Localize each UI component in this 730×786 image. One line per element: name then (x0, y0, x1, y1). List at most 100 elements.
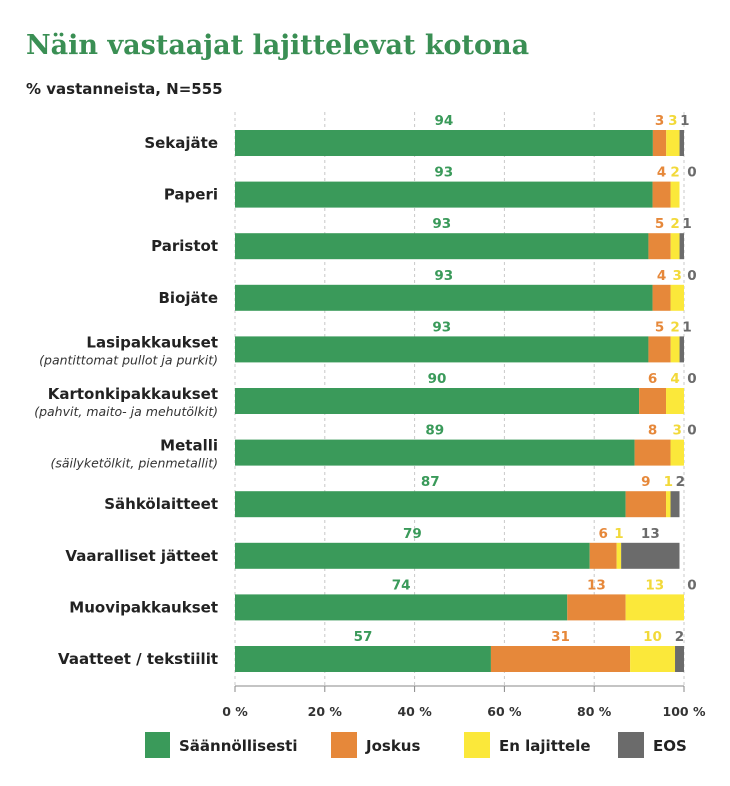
bar-eos-vaatteet-tekstiilit (675, 646, 684, 672)
chart-subtitle: % vastanneista, N=555 (26, 80, 223, 98)
value-label: 13 (587, 577, 606, 593)
bar-en-lajittele-muovipakkaukset (625, 594, 684, 621)
bar-en-lajittele-kartonkipakkaukset (666, 388, 684, 414)
value-label: 6 (648, 371, 657, 387)
bar-joskus-paristot (648, 233, 671, 260)
value-label: 6 (598, 526, 607, 542)
value-label: 4 (670, 371, 679, 387)
legend: Säännöllisesti Joskus En lajittele EOS (145, 732, 687, 758)
legend-item-saannollisesti: Säännöllisesti (145, 732, 297, 758)
bar-en-lajittele-sahkolaitteet (666, 491, 671, 518)
bar-saannollisesti-metalli (235, 439, 635, 466)
value-label: 3 (668, 113, 677, 129)
bar-joskus-biojate (652, 284, 671, 311)
legend-swatch (464, 732, 490, 758)
bar-joskus-vaatteet-tekstiilit (490, 646, 631, 672)
bar-eos-paristot (679, 233, 684, 260)
value-label: 0 (687, 423, 696, 439)
category-label: Kartonkipakkaukset (48, 385, 218, 403)
value-label: 2 (676, 474, 685, 490)
category-label: Vaaralliset jätteet (65, 547, 218, 565)
bar-eos-sekajate (679, 130, 684, 156)
category-label: Vaatteet / tekstiilit (58, 650, 218, 668)
value-label: 79 (403, 526, 422, 542)
value-label: 2 (675, 629, 684, 645)
category-label: Sekajäte (144, 134, 218, 152)
bar-joskus-vaaralliset-jatteet (589, 542, 617, 569)
legend-swatch (331, 732, 357, 758)
bar-saannollisesti-biojate (235, 284, 653, 311)
bar-en-lajittele-vaatteet-tekstiilit (630, 646, 676, 672)
x-tick-label: 80 % (577, 704, 612, 719)
legend-label: Joskus (365, 737, 420, 755)
x-tick-label: 0 % (222, 704, 248, 719)
bar-en-lajittele-vaaralliset-jatteet (616, 542, 622, 569)
value-label: 13 (645, 577, 664, 593)
value-label: 0 (687, 268, 696, 284)
value-label: 2 (670, 216, 679, 232)
value-label: 4 (657, 268, 666, 284)
category-sublabel: (pahvit, maito- ja mehutölkit) (34, 404, 218, 419)
value-label: 0 (687, 165, 696, 181)
bar-saannollisesti-vaatteet-tekstiilit (235, 646, 491, 672)
value-label: 87 (421, 474, 440, 490)
value-label: 1 (664, 474, 673, 490)
category-labels: Sekajäte Paperi Paristot Biojäte Lasipakkauk… (34, 134, 218, 668)
bar-saannollisesti-vaaralliset-jatteet (235, 542, 590, 569)
value-label: 89 (425, 423, 444, 439)
value-label: 3 (655, 113, 664, 129)
value-label: 93 (432, 216, 451, 232)
category-sublabel: (säilyketölkit, pienmetallit) (50, 456, 218, 471)
legend-item-en-lajittele: En lajittele (464, 732, 591, 758)
value-label: 9 (641, 474, 650, 490)
bar-saannollisesti-lasipakkaukset (235, 336, 649, 363)
x-axis: 0 % 20 % 40 % 60 % 80 % 100 % (222, 685, 706, 719)
legend-label: En lajittele (499, 737, 591, 755)
value-label: 5 (655, 319, 664, 335)
value-label: 90 (428, 371, 447, 387)
legend-swatch (618, 732, 644, 758)
bar-joskus-kartonkipakkaukset (639, 388, 667, 414)
value-label: 93 (434, 268, 453, 284)
value-label: 93 (434, 165, 453, 181)
value-label: 10 (643, 629, 662, 645)
value-label: 1 (680, 113, 689, 129)
legend-label: Säännöllisesti (179, 737, 297, 755)
legend-label: EOS (653, 737, 687, 755)
chart-title: Näin vastaajat lajittelevat kotona (26, 30, 530, 61)
value-label: 2 (670, 319, 679, 335)
category-sublabel: (pantittomat pullot ja purkit) (39, 352, 218, 367)
value-label: 57 (354, 629, 373, 645)
bars (235, 130, 684, 672)
value-label: 0 (687, 371, 696, 387)
bar-saannollisesti-kartonkipakkaukset (235, 388, 640, 414)
value-label: 8 (648, 423, 657, 439)
category-label: Biojäte (159, 289, 219, 307)
category-label: Paperi (164, 186, 218, 204)
bar-eos-vaaralliset-jatteet (621, 542, 680, 569)
bar-eos-lasipakkaukset (679, 336, 684, 363)
bar-joskus-sahkolaitteet (625, 491, 667, 518)
bar-en-lajittele-paperi (670, 181, 680, 208)
value-label: 3 (673, 268, 682, 284)
value-label: 5 (655, 216, 664, 232)
x-tick-label: 20 % (308, 704, 343, 719)
bar-eos-sahkolaitteet (670, 491, 680, 518)
legend-swatch (145, 732, 170, 758)
category-label: Lasipakkaukset (86, 333, 218, 351)
bar-saannollisesti-sekajate (235, 130, 653, 156)
value-labels: 94 3 3 193 4 2 093 5 2 193 4 3 093 5 2 190 6 4 089 8 3 087 9 1 2… (354, 113, 697, 645)
x-tick-label: 40 % (397, 704, 432, 719)
bar-joskus-paperi (652, 181, 671, 208)
value-label: 1 (682, 319, 691, 335)
bar-saannollisesti-muovipakkaukset (235, 594, 568, 621)
bar-joskus-muovipakkaukset (567, 594, 626, 621)
bar-en-lajittele-metalli (670, 439, 684, 466)
bar-en-lajittele-sekajate (666, 130, 680, 156)
x-tick-label: 60 % (487, 704, 522, 719)
bar-saannollisesti-sahkolaitteet (235, 491, 626, 518)
x-tick-label: 100 % (663, 704, 706, 719)
value-label: 94 (435, 113, 454, 129)
category-label: Muovipakkaukset (69, 598, 218, 616)
